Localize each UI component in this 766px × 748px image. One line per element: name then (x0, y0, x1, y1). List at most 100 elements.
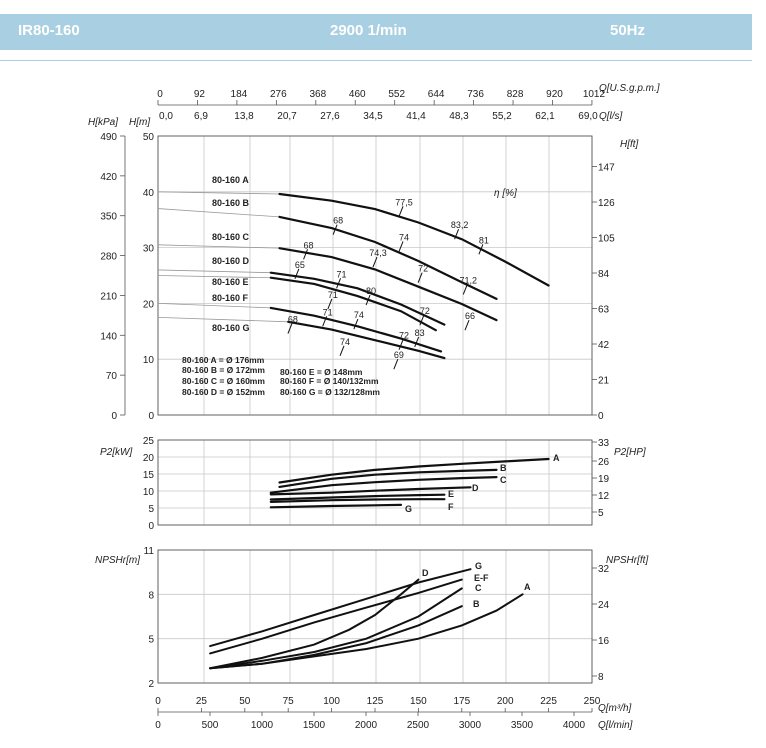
efficiency-tick (353, 318, 359, 330)
usgpm-tick-label: 368 (309, 89, 326, 100)
diameter-legend-item: 80-160 A = Ø 176mm (182, 355, 265, 365)
head-curve-d (269, 271, 446, 326)
npsh-ft-tick-label: 16 (598, 636, 610, 647)
power-curve-d (269, 486, 472, 496)
head-curve-g (287, 320, 446, 360)
power-kw-axis-label: P2[kW] (100, 447, 132, 458)
npsh-m-axis-label: NPSHr[m] (95, 555, 140, 566)
efficiency-tick (303, 249, 309, 260)
power-kw-tick-label: 10 (143, 487, 155, 498)
speed-title: 2900 1/min (330, 22, 407, 39)
diameter-legend-item: 80-160 C = Ø 160mm (182, 376, 265, 386)
ft-tick-label: 126 (598, 198, 615, 209)
ft-tick-label: 84 (598, 269, 610, 280)
efficiency-label: 72 (420, 306, 430, 316)
npsh-curve-c (209, 587, 463, 670)
kpa-tick-label: 350 (100, 212, 117, 223)
kpa-tick-label: 490 (100, 132, 117, 143)
power-frame (157, 439, 593, 526)
m3h-tick-label: 100 (323, 696, 340, 707)
efficiency-tick (478, 244, 484, 255)
usgpm-tick-label: 184 (231, 89, 248, 100)
lmin-tick-label: 3000 (459, 720, 482, 731)
efficiency-tick (372, 256, 378, 268)
hp-tick-label: 26 (598, 457, 610, 468)
kpa-axis-label: H[kPa] (88, 117, 118, 128)
ls-tick-label: 48,3 (449, 111, 469, 122)
usgpm-tick-label: 828 (507, 89, 524, 100)
power-kw-tick-label: 20 (143, 453, 155, 464)
efficiency-tick (398, 241, 404, 252)
diameter-legend-item: 80-160 F = Ø 140/132mm (280, 376, 379, 386)
npsh-curve-label: A (524, 582, 531, 592)
lmin-tick-label: 0 (155, 720, 161, 731)
efficiency-tick (336, 278, 342, 289)
usgpm-tick-label: 460 (349, 89, 366, 100)
m3h-tick-label: 250 (584, 696, 601, 707)
efficiency-tick (398, 206, 404, 217)
power-kw-tick-label: 0 (148, 521, 154, 532)
power-curve-g (269, 503, 403, 509)
npsh-ft-tick-label: 32 (598, 564, 610, 575)
head-curve-lead (157, 275, 271, 279)
header-rule (0, 60, 752, 61)
ls-tick-label: 27,6 (320, 111, 340, 122)
power-curve-label: C (500, 475, 507, 485)
npsh-ft-tick-label: 24 (598, 600, 610, 611)
head-curve-c (278, 247, 498, 322)
npsh-curve-label: G (475, 561, 482, 571)
efficiency-tick (417, 272, 423, 283)
m3h-tick-label: 225 (540, 696, 557, 707)
power-kw-tick-label: 5 (148, 504, 154, 515)
power-curve-a (278, 457, 550, 484)
ls-tick-label: 69,0 (578, 111, 598, 122)
efficiency-tick (419, 314, 425, 326)
ft-tick-label: 0 (598, 411, 604, 422)
efficiency-label: 71 (323, 307, 333, 317)
npsh-curve-d (209, 578, 420, 670)
power-curve-label: F (448, 502, 454, 512)
head-m-tick-label: 0 (148, 411, 154, 422)
power-curve-c (269, 476, 498, 494)
ls-axis-label: Q[l/s] (599, 111, 623, 122)
m3h-tick-label: 0 (155, 696, 161, 707)
head-m-tick-label: 20 (143, 299, 155, 310)
npsh-m-tick-label: 5 (148, 635, 154, 646)
efficiency-tick (414, 336, 420, 348)
usgpm-tick-label: 644 (428, 89, 445, 100)
usgpm-tick-label: 736 (467, 89, 484, 100)
efficiency-tick (464, 319, 470, 331)
power-curve-b (278, 468, 498, 488)
head-m-tick-label: 10 (143, 355, 155, 366)
hp-tick-label: 5 (598, 508, 604, 519)
efficiency-label: 83,2 (451, 220, 469, 230)
efficiency-tick (332, 224, 338, 235)
efficiency-tick (365, 294, 371, 306)
head-curve-lead (157, 316, 289, 323)
m3h-tick-label: 200 (497, 696, 514, 707)
head-m-tick-label: 40 (143, 188, 155, 199)
m3h-tick-label: 25 (196, 696, 208, 707)
npsh-ft-axis-label: NPSHr[ft] (606, 555, 648, 566)
ls-tick-label: 34,5 (363, 111, 383, 122)
head-curve-label: 80-160 F (212, 293, 249, 303)
head-curve-label: 80-160 B (212, 198, 250, 208)
head-curve-label: 80-160 C (212, 232, 250, 242)
lmin-axis-label: Q[l/min] (598, 720, 633, 731)
header-bar (0, 14, 752, 50)
head-curve-label: 80-160 E (212, 277, 249, 287)
lmin-tick-label: 2000 (355, 720, 378, 731)
head-m-tick-label: 30 (143, 244, 155, 255)
power-kw-tick-label: 15 (143, 470, 155, 481)
efficiency-label: 74 (354, 310, 364, 320)
npsh-curve-e-f (209, 578, 463, 655)
frequency-title: 50Hz (610, 22, 646, 39)
npsh-curve-label: D (422, 568, 429, 578)
ft-axis-label: H[ft] (620, 139, 639, 150)
power-hp-axis-label: P2[HP] (614, 447, 646, 458)
m3h-tick-label: 125 (367, 696, 384, 707)
npsh-curve-label: E-F (474, 573, 489, 583)
kpa-tick-label: 280 (100, 252, 117, 263)
head-curve-lead (157, 191, 280, 195)
